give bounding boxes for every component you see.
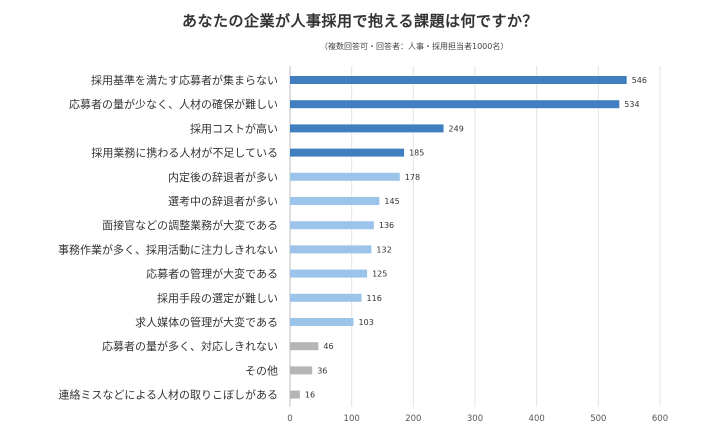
data-label: 16	[305, 391, 315, 400]
category-label: 採用手段の選定が難しい	[157, 291, 278, 305]
category-label: 応募者の量が多く、対応しきれない	[102, 339, 278, 353]
bar	[290, 124, 444, 133]
data-label: 136	[379, 221, 394, 230]
x-tick-label: 200	[405, 414, 421, 424]
x-tick-label: 100	[344, 414, 360, 424]
x-tick-label: 0	[287, 414, 292, 424]
category-label: 応募者の管理が大変である	[146, 267, 278, 281]
category-label: 選考中の辞退者が多い	[168, 194, 278, 208]
bar	[290, 148, 405, 157]
data-label: 36	[317, 366, 327, 375]
data-label: 249	[449, 124, 464, 133]
bar	[290, 76, 627, 84]
data-label: 546	[632, 76, 647, 85]
bar	[290, 366, 313, 375]
bar	[290, 318, 354, 326]
category-label: 連絡ミスなどによる人材の取りこぼしがある	[58, 388, 278, 402]
data-label: 132	[376, 245, 391, 254]
bar	[290, 390, 300, 399]
x-tick-label: 400	[529, 414, 545, 424]
bar	[290, 269, 368, 278]
data-label: 125	[372, 270, 387, 279]
category-label: 事務作業が多く、採用活動に注力しきれない	[58, 242, 278, 256]
category-label: 採用基準を満たす応募者が集まらない	[91, 73, 278, 87]
data-label: 178	[405, 173, 420, 182]
x-tick-label: 600	[652, 414, 668, 424]
bar	[290, 197, 380, 205]
bar	[290, 221, 374, 230]
data-label: 46	[323, 342, 333, 351]
category-label: 採用コストが高い	[190, 121, 278, 135]
category-label: 面接官などの調整業務が大変である	[102, 218, 278, 232]
chart-title: あなたの企業が人事採用で抱える課題は何ですか？	[181, 12, 539, 30]
x-tick-label: 500	[590, 414, 606, 424]
bar	[290, 172, 400, 181]
bar	[290, 245, 372, 254]
data-label: 103	[359, 318, 374, 327]
category-label: 求人媒体の管理が大変である	[135, 315, 278, 329]
data-label: 534	[624, 100, 639, 109]
bar	[290, 293, 362, 302]
data-label: 116	[367, 294, 382, 303]
data-label: 145	[384, 197, 399, 206]
category-label: 内定後の辞退者が多い	[168, 170, 278, 184]
category-label: 応募者の量が少なく、人材の確保が難しい	[69, 97, 278, 111]
category-label: その他	[245, 364, 278, 377]
data-label: 185	[409, 149, 424, 158]
bar	[290, 342, 319, 351]
x-tick-label: 300	[467, 414, 483, 424]
category-label: 採用業務に携わる人材が不足している	[91, 146, 278, 160]
chart-subtitle: （複数回答可・回答者：人事・採用担当者1000名）	[320, 42, 509, 51]
bar	[290, 100, 620, 109]
